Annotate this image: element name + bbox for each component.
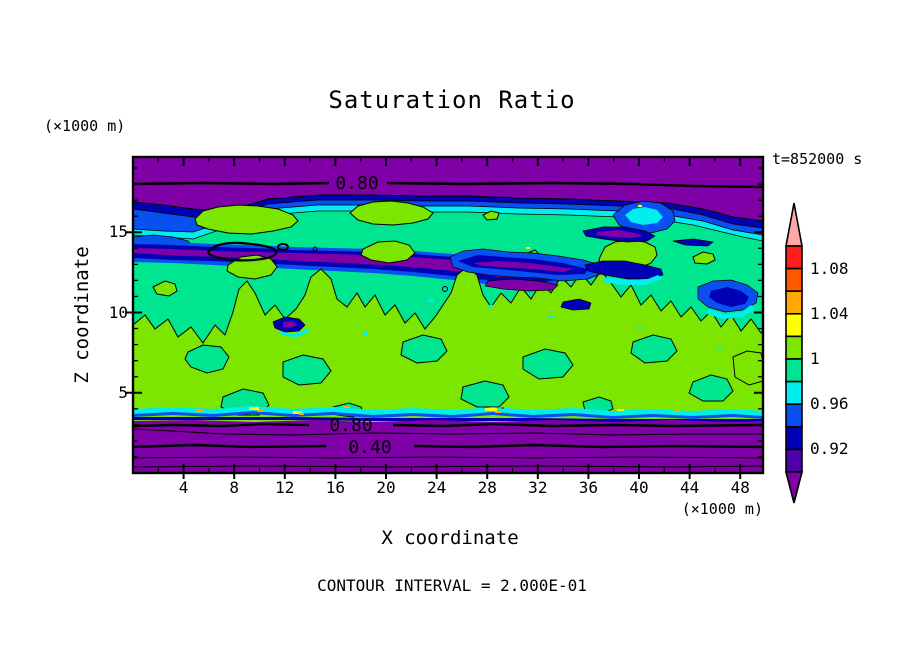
x-tick-label: 16 xyxy=(325,478,346,497)
y-tick-label: 10 xyxy=(108,302,128,322)
x-tick-label: 32 xyxy=(528,478,548,497)
colorbar-tick-label: 0.92 xyxy=(810,439,849,459)
y-tick-label: 5 xyxy=(118,382,128,402)
colorbar-segment xyxy=(785,426,803,451)
colorbar-tick-label: 0.96 xyxy=(810,394,849,414)
y-axis-units: (×1000 m) xyxy=(44,117,126,135)
colorbar-segment xyxy=(785,335,803,360)
x-tick-label: 44 xyxy=(679,478,700,497)
colorbar-tick-label: 1.08 xyxy=(810,258,849,278)
colorbar-segment xyxy=(785,358,803,383)
x-tick-label: 24 xyxy=(426,478,447,497)
x-tick-label: 4 xyxy=(178,478,189,497)
colorbar-segment xyxy=(785,290,803,315)
colorbar-segment xyxy=(785,403,803,428)
x-tick-label: 48 xyxy=(730,478,750,497)
contour-label-bottom-lower: 0.40 xyxy=(348,437,391,458)
colorbar-tick-label: 1 xyxy=(810,349,820,368)
contour-field: 0.80 0.80 0.40 xyxy=(133,157,763,473)
contour-label-bottom-upper: 0.80 xyxy=(329,415,372,436)
colorbar-segment xyxy=(785,448,803,473)
colorbar-segment xyxy=(785,202,803,247)
contour-label-top: 0.80 xyxy=(335,173,378,194)
x-tick-label: 8 xyxy=(229,478,240,497)
colorbar-segment xyxy=(785,380,803,406)
x-tick-label: 20 xyxy=(376,478,396,497)
y-tick-label: 15 xyxy=(108,222,128,242)
x-axis-title: X coordinate xyxy=(381,527,519,549)
colorbar-segment xyxy=(784,471,804,504)
colorbar-segment xyxy=(785,267,803,292)
x-tick-label: 40 xyxy=(629,478,649,497)
x-tick-label: 36 xyxy=(578,478,599,497)
x-tick-label: 12 xyxy=(275,478,295,497)
x-tick-label: 28 xyxy=(477,478,497,497)
colorbar-tick-label: 1.04 xyxy=(810,303,849,323)
colorbar-segment xyxy=(785,313,803,338)
time-annotation: t=852000 s xyxy=(772,150,863,168)
colorbar-segment xyxy=(785,245,803,270)
colorbar xyxy=(784,202,804,504)
contour-interval-note: CONTOUR INTERVAL = 2.000E-01 xyxy=(317,576,587,595)
x-axis-units: (×1000 m) xyxy=(681,500,763,518)
page-title: Saturation Ratio xyxy=(328,86,576,114)
